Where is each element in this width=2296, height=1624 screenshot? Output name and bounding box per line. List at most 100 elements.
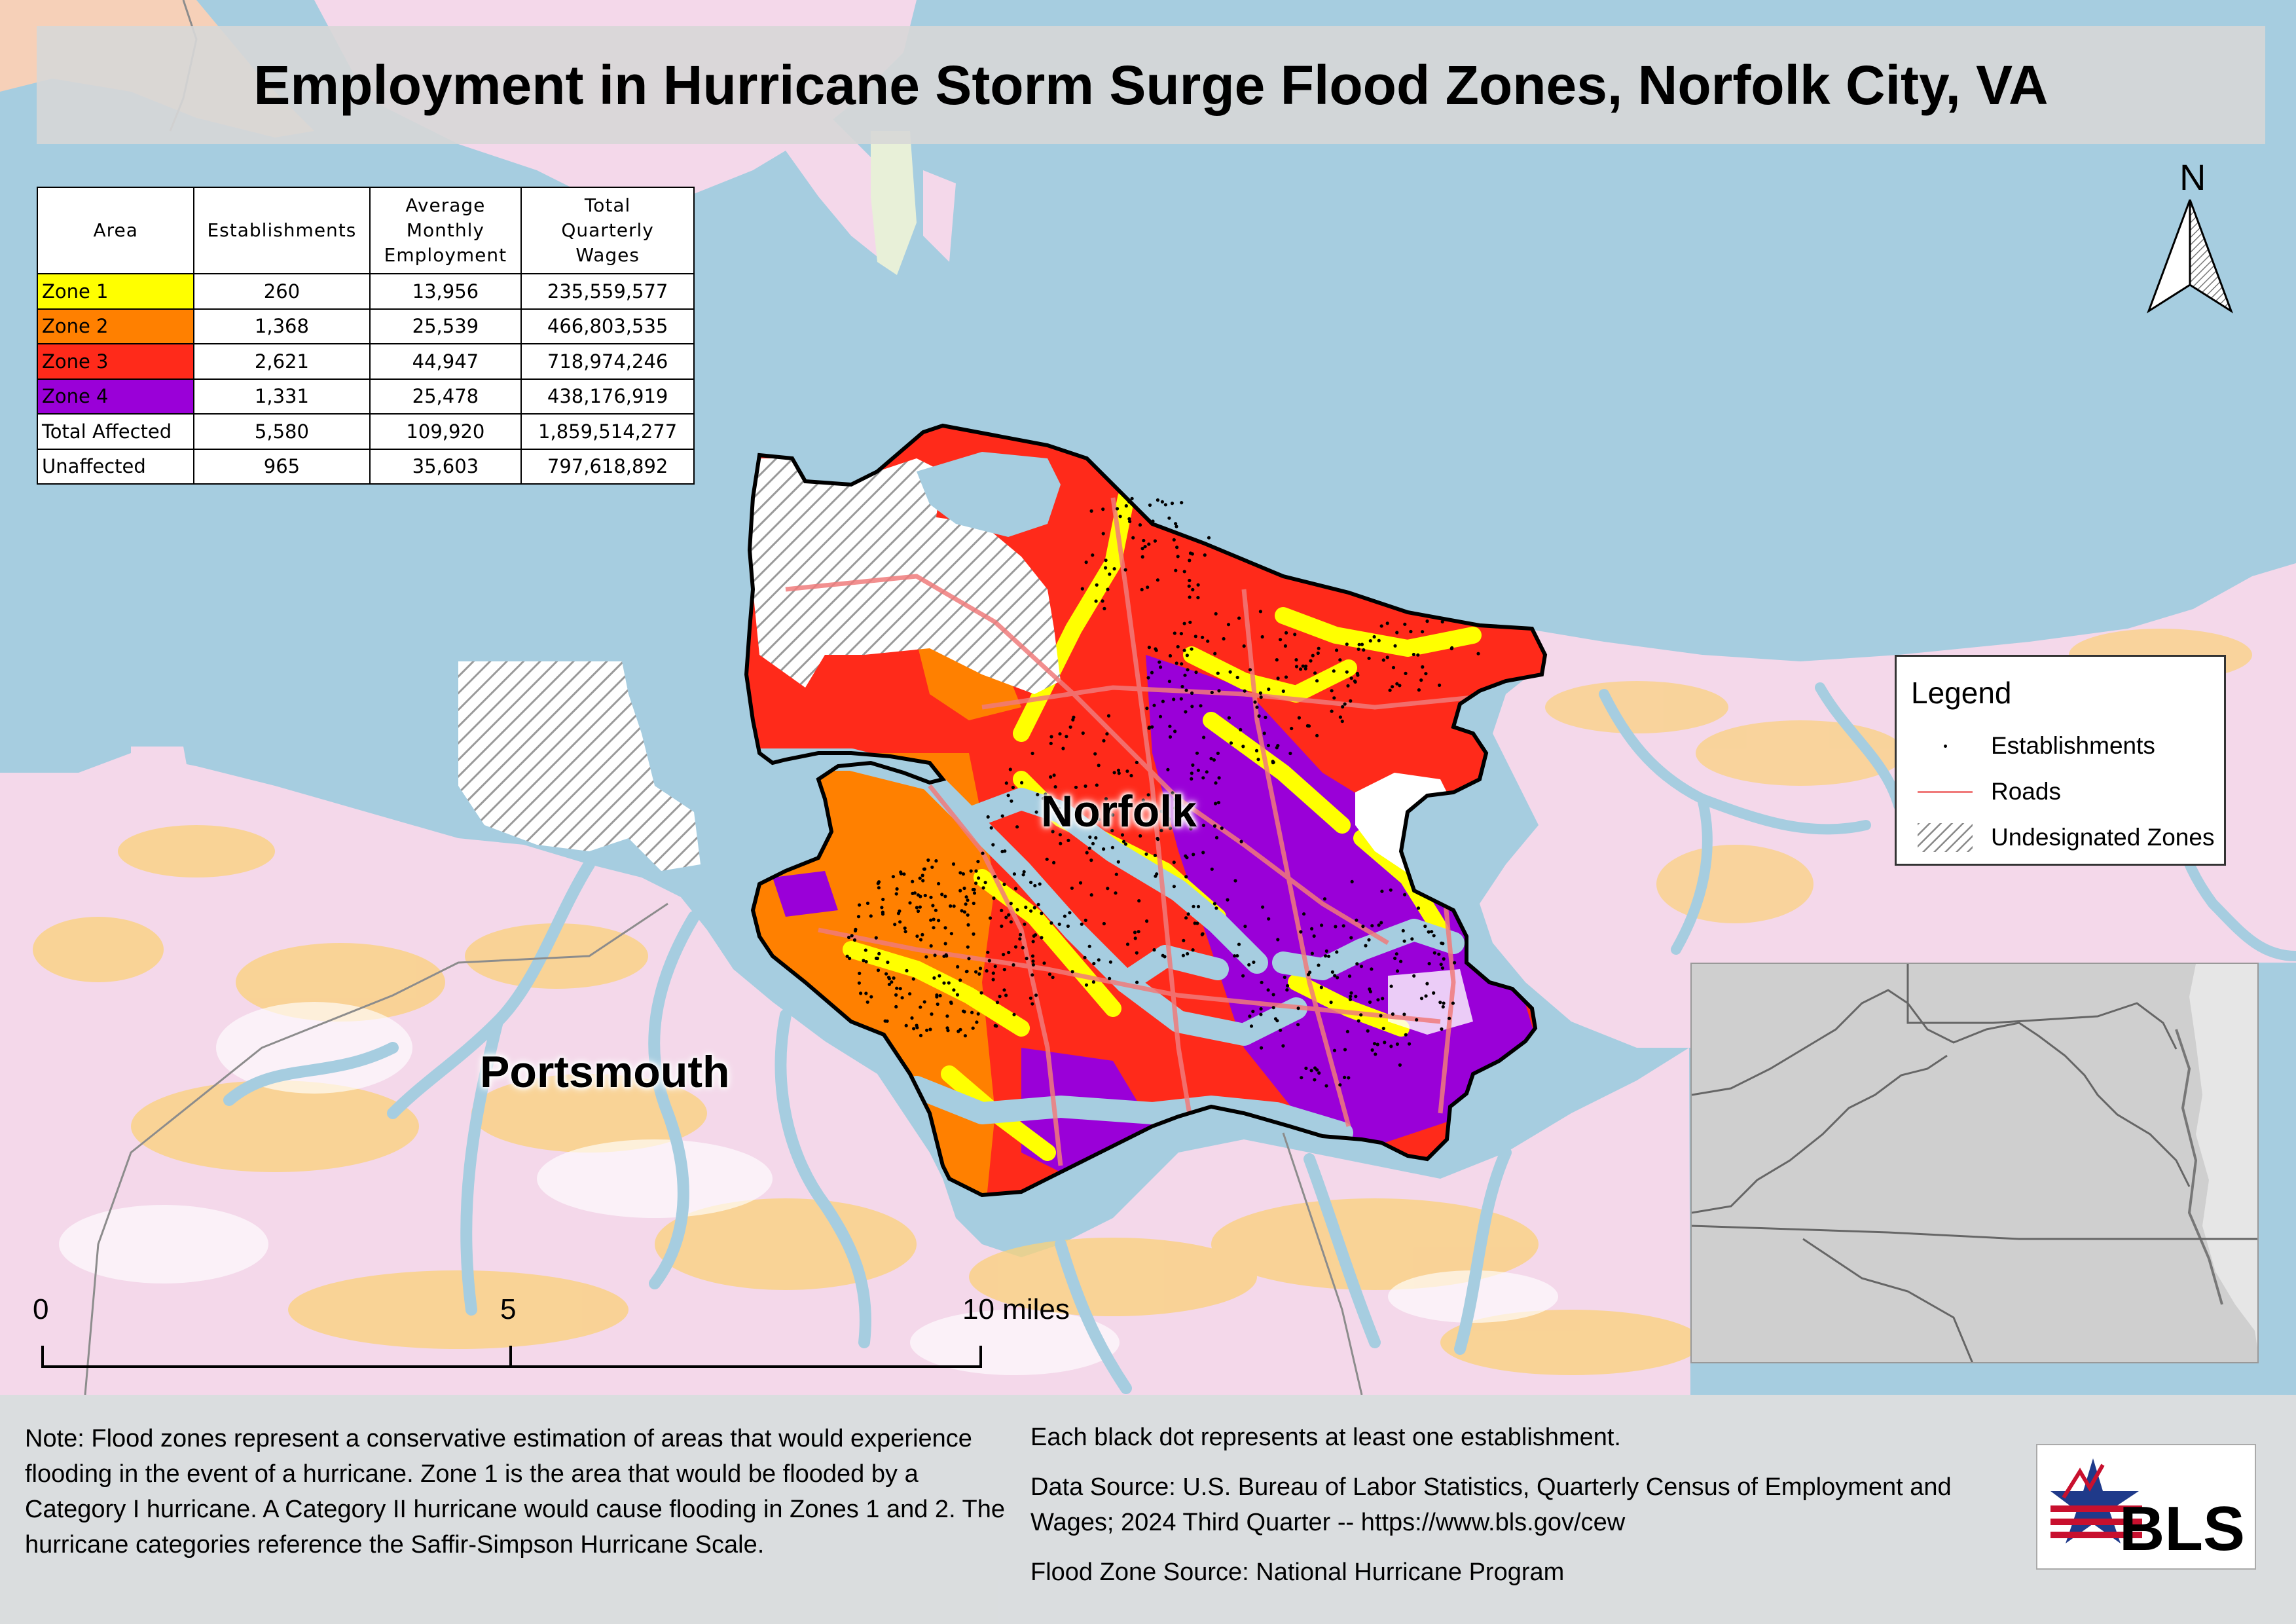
establishment-dot — [1398, 684, 1402, 688]
establishment-dot — [1220, 826, 1224, 830]
establishment-dot — [1168, 826, 1173, 830]
establishment-dot — [898, 909, 902, 913]
establishment-dot — [1057, 922, 1061, 926]
establishment-dot — [864, 991, 868, 995]
table-cell-wages: 466,803,535 — [520, 308, 695, 344]
establishment-dot — [930, 1012, 934, 1016]
establishment-dot — [1024, 905, 1028, 910]
establishment-dot — [979, 991, 983, 995]
establishment-dot — [1058, 732, 1062, 736]
establishment-dot — [1345, 642, 1349, 646]
establishment-dot — [1105, 732, 1109, 736]
establishment-dot — [1112, 771, 1116, 775]
establishment-dot — [1279, 1028, 1283, 1032]
legend-item-roads: Roads — [1918, 775, 2061, 808]
establishment-dot — [1167, 679, 1171, 684]
establishment-dot — [895, 986, 899, 990]
establishment-dot — [1120, 833, 1125, 837]
establishment-dot — [1184, 916, 1188, 920]
establishment-dot — [932, 917, 936, 921]
establishment-dot — [1357, 1019, 1360, 1023]
establishment-dot — [1201, 851, 1205, 855]
establishment-dot — [1148, 503, 1152, 507]
establishment-dot — [1003, 849, 1007, 853]
establishment-dot — [1239, 728, 1243, 731]
establishment-dot — [1279, 638, 1283, 642]
inset-locator-map — [1690, 963, 2259, 1363]
establishment-dot — [1088, 835, 1092, 839]
establishment-dot — [929, 944, 933, 948]
establishment-dot — [1190, 647, 1194, 651]
establishment-dot — [1194, 671, 1198, 674]
establishment-dot — [864, 960, 868, 964]
establishment-dot — [1074, 785, 1078, 789]
establishment-dot — [1214, 781, 1218, 785]
hatch-swatch-icon — [1918, 823, 1973, 852]
table-row: Zone 1 260 13,956 235,559,577 — [36, 273, 695, 310]
establishment-dot — [920, 874, 924, 877]
establishment-dot — [1044, 792, 1048, 796]
establishment-dot — [1440, 619, 1444, 624]
establishment-dot — [1402, 939, 1406, 943]
establishment-dot — [1049, 741, 1053, 745]
establishment-dot — [1156, 498, 1159, 502]
establishment-dot — [1340, 719, 1344, 724]
establishment-dot — [949, 932, 953, 936]
establishment-dot — [1320, 923, 1324, 927]
establishment-dot — [1029, 996, 1032, 1000]
establishment-dot — [975, 1020, 979, 1024]
establishment-dot — [1186, 668, 1190, 672]
establishment-dot — [1303, 667, 1307, 671]
legend-box: Legend Establishments Roads Undesignated… — [1895, 655, 2226, 866]
establishment-dot — [925, 1028, 929, 1032]
establishment-dot — [1159, 665, 1163, 669]
establishment-dot — [1285, 631, 1288, 635]
establishment-dot — [977, 972, 981, 976]
table-cell-establishments: 1,368 — [193, 308, 371, 344]
establishment-dot — [1089, 858, 1093, 862]
establishment-dot — [923, 893, 927, 898]
establishment-dot — [1255, 705, 1259, 709]
establishment-dot — [1439, 963, 1443, 967]
establishment-dot — [1206, 639, 1210, 643]
establishment-dot — [1030, 1002, 1034, 1006]
establishment-dot — [1188, 559, 1192, 563]
establishment-dot — [1310, 927, 1314, 931]
establishment-dot — [1092, 961, 1096, 966]
establishment-dot — [1377, 923, 1381, 927]
establishment-dot — [1450, 646, 1454, 650]
establishment-dot — [1170, 502, 1175, 506]
establishment-dot — [1361, 925, 1365, 929]
establishment-dot — [1432, 951, 1436, 955]
establishment-dot — [974, 881, 978, 885]
establishment-dot — [1191, 763, 1195, 767]
establishment-dot — [1427, 930, 1430, 934]
establishment-dot — [1091, 841, 1095, 845]
establishment-dot — [1254, 748, 1259, 752]
establishment-dot — [1258, 691, 1262, 695]
establishment-dot — [1049, 775, 1053, 779]
establishment-dot — [1241, 745, 1245, 748]
establishment-dot — [1297, 716, 1301, 720]
establishment-dot — [892, 976, 896, 980]
table-header-row: Area Establishments Average Monthly Empl… — [36, 187, 695, 274]
establishment-dot — [1140, 555, 1144, 559]
establishment-dot — [895, 887, 899, 891]
establishment-dot — [919, 895, 922, 898]
establishment-dot — [1173, 798, 1177, 802]
establishment-dot — [1424, 672, 1428, 676]
establishment-dot — [1476, 652, 1480, 655]
establishment-dot — [911, 879, 915, 883]
establishment-dot — [1288, 751, 1292, 756]
establishment-dot — [1214, 802, 1218, 805]
establishment-dot — [1348, 997, 1353, 1001]
establishment-dot — [1283, 644, 1287, 648]
establishment-dot — [1101, 532, 1105, 536]
establishment-dot — [1110, 845, 1114, 849]
establishment-dot — [1372, 635, 1376, 639]
establishment-dot — [1301, 664, 1305, 668]
establishment-dot — [1004, 781, 1008, 785]
establishment-dot — [1451, 1001, 1455, 1005]
establishment-dot — [1135, 808, 1139, 812]
table-cell-establishments: 5,580 — [193, 413, 371, 450]
